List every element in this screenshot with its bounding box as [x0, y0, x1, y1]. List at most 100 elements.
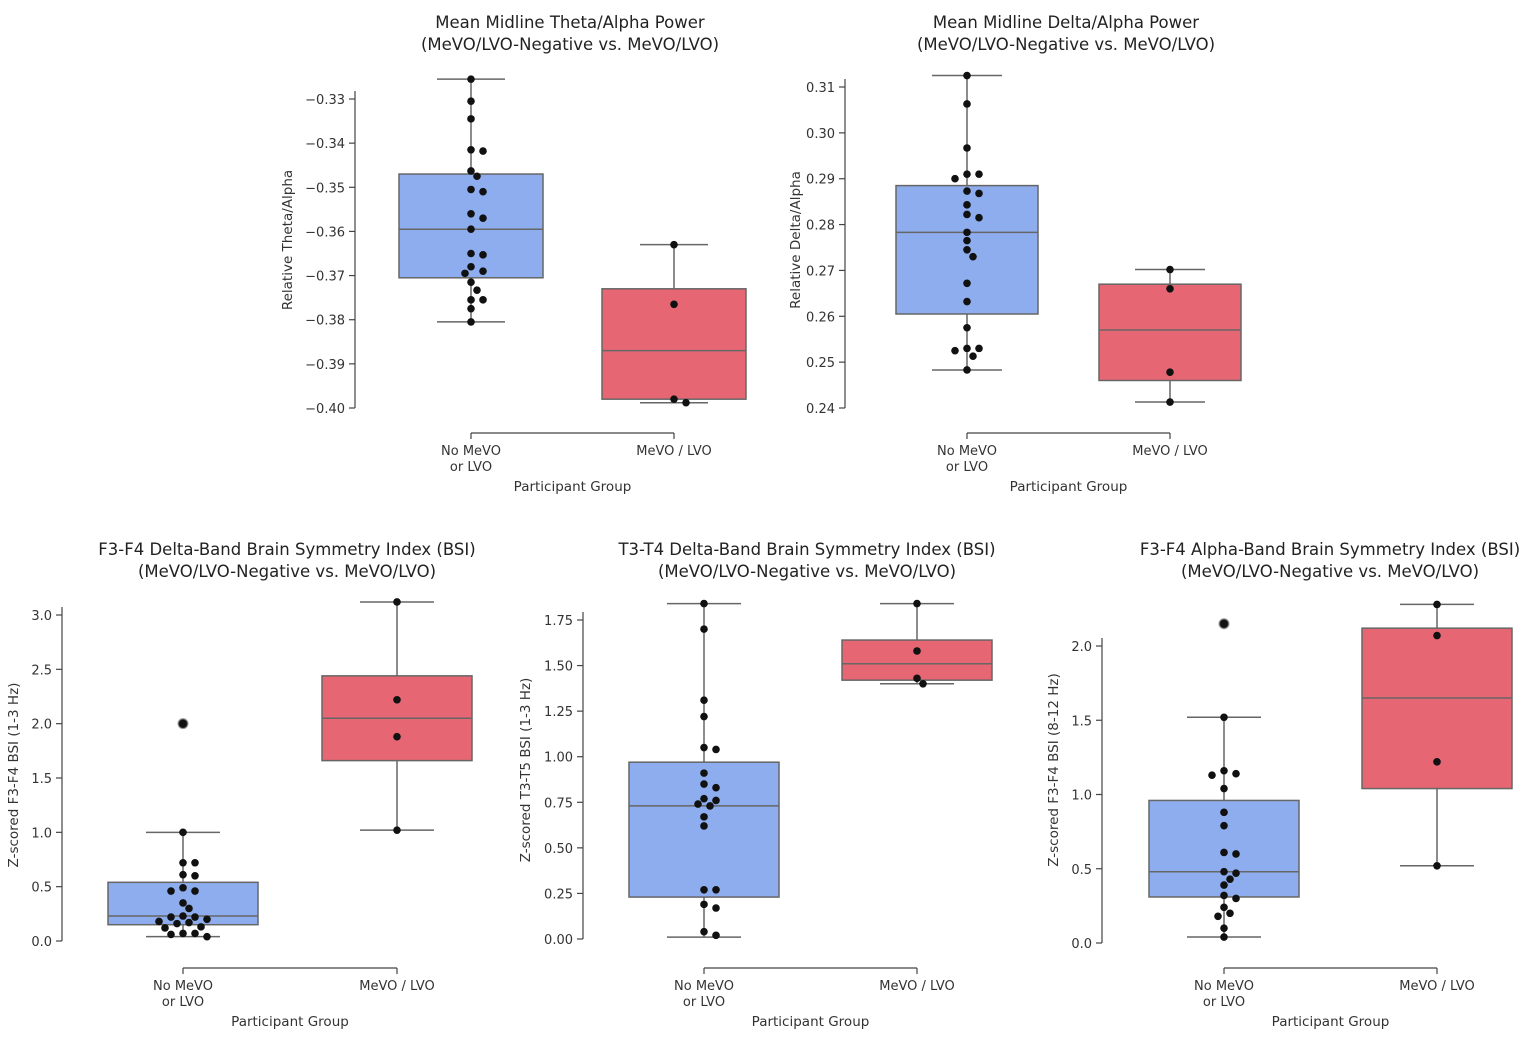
x-tick-label: MeVO / LVO [1132, 444, 1207, 459]
y-tick-label: −0.36 [305, 225, 345, 240]
y-tick-label: 1.25 [544, 705, 573, 720]
data-point [700, 885, 708, 894]
x-tick-label: MeVO / LVO [879, 979, 954, 994]
data-point [700, 780, 708, 788]
data-point [969, 252, 977, 261]
chart-title: (MeVO/LVO-Negative vs. MeVO/LVO) [1181, 562, 1479, 581]
data-point [467, 318, 475, 326]
data-point [1220, 821, 1228, 830]
x-tick-label: or LVO [683, 995, 725, 1010]
data-point [467, 185, 475, 194]
data-point [161, 924, 169, 932]
chart-title: T3-T4 Delta-Band Brain Symmetry Index (B… [617, 540, 995, 559]
box-group-2 [321, 598, 473, 834]
y-tick-label: 0.50 [544, 842, 573, 857]
y-tick-label: 0.0 [1071, 937, 1092, 952]
box-iqr [1098, 283, 1242, 382]
data-point [963, 236, 971, 245]
data-point [963, 201, 971, 209]
data-point [467, 145, 475, 154]
data-point [1433, 758, 1441, 766]
data-point [712, 796, 720, 805]
x-axis-label: Participant Group [1010, 479, 1128, 495]
data-point [173, 919, 181, 928]
y-tick-label: 1.5 [31, 772, 52, 787]
data-point [963, 344, 971, 353]
data-point [700, 794, 708, 803]
x-tick-label: MeVO / LVO [359, 979, 434, 994]
data-point [712, 745, 720, 754]
y-tick-label: 0.29 [806, 173, 835, 188]
y-tick-label: 3.0 [31, 609, 52, 624]
data-point [167, 930, 175, 939]
data-point [179, 719, 187, 728]
y-tick-label: 0.75 [544, 796, 573, 811]
data-point [479, 267, 487, 275]
data-point [913, 599, 921, 608]
x-tick-label: MeVO / LVO [1399, 979, 1474, 994]
data-point [700, 927, 708, 936]
data-point [1226, 875, 1234, 883]
x-axis-label: Participant Group [752, 1014, 870, 1030]
y-tick-label: −0.37 [305, 270, 345, 285]
chart-title: F3-F4 Delta-Band Brain Symmetry Index (B… [98, 540, 475, 559]
data-point [1220, 903, 1228, 912]
chart-title: Mean Midline Delta/Alpha Power [933, 13, 1199, 32]
data-point [393, 695, 401, 704]
data-point [712, 931, 720, 940]
data-point [1220, 924, 1228, 932]
data-point [1220, 848, 1228, 857]
data-point [473, 172, 481, 181]
box-group-1 [895, 71, 1039, 374]
y-tick-label: 1.00 [544, 751, 573, 766]
data-point [467, 115, 475, 123]
data-point [963, 187, 971, 195]
data-point [1433, 631, 1441, 640]
chart-title: (MeVO/LVO-Negative vs. MeVO/LVO) [138, 562, 436, 581]
data-point [682, 398, 690, 407]
y-tick-label: 0.30 [806, 127, 835, 142]
data-point [963, 245, 971, 254]
y-tick-label: 0.5 [31, 881, 52, 896]
data-point [479, 214, 487, 222]
x-tick-label: No MeVO [674, 979, 734, 994]
x-axis-label: Participant Group [231, 1014, 349, 1030]
data-point [963, 100, 971, 108]
y-tick-label: 0.25 [806, 356, 835, 371]
y-tick-label: −0.33 [305, 93, 345, 108]
data-point [975, 344, 983, 353]
x-tick-label: No MeVO [153, 979, 213, 994]
x-axis-label: Participant Group [1272, 1014, 1390, 1030]
data-point [467, 278, 475, 286]
chart-panel-5: F3-F4 Alpha-Band Brain Symmetry Index (B… [1046, 540, 1520, 1030]
data-point [179, 899, 187, 907]
y-tick-label: 0.0 [31, 935, 52, 950]
data-point [712, 885, 720, 894]
data-point [191, 887, 199, 895]
data-point [700, 769, 708, 777]
data-point [1433, 861, 1441, 870]
box-group-2 [841, 599, 993, 688]
chart-title: Mean Midline Theta/Alpha Power [435, 13, 705, 32]
data-point [969, 352, 977, 360]
data-point [670, 240, 678, 249]
box-group-1 [107, 718, 259, 941]
data-point [706, 802, 714, 810]
box-group-1 [628, 599, 780, 940]
box-group-1 [398, 75, 544, 326]
y-axis-label: Relative Delta/Alpha [788, 171, 804, 309]
data-point [467, 167, 475, 175]
x-tick-label: No MeVO [937, 444, 997, 459]
data-point [393, 598, 401, 606]
data-point [1232, 769, 1240, 778]
y-tick-label: 2.5 [31, 663, 52, 678]
y-tick-label: 1.0 [31, 826, 52, 841]
data-point [197, 923, 205, 931]
data-point [1232, 869, 1240, 878]
box-group-2 [1361, 600, 1513, 870]
data-point [179, 858, 187, 867]
y-tick-label: 1.5 [1071, 714, 1092, 729]
data-point [1208, 771, 1216, 779]
data-point [1166, 368, 1174, 377]
